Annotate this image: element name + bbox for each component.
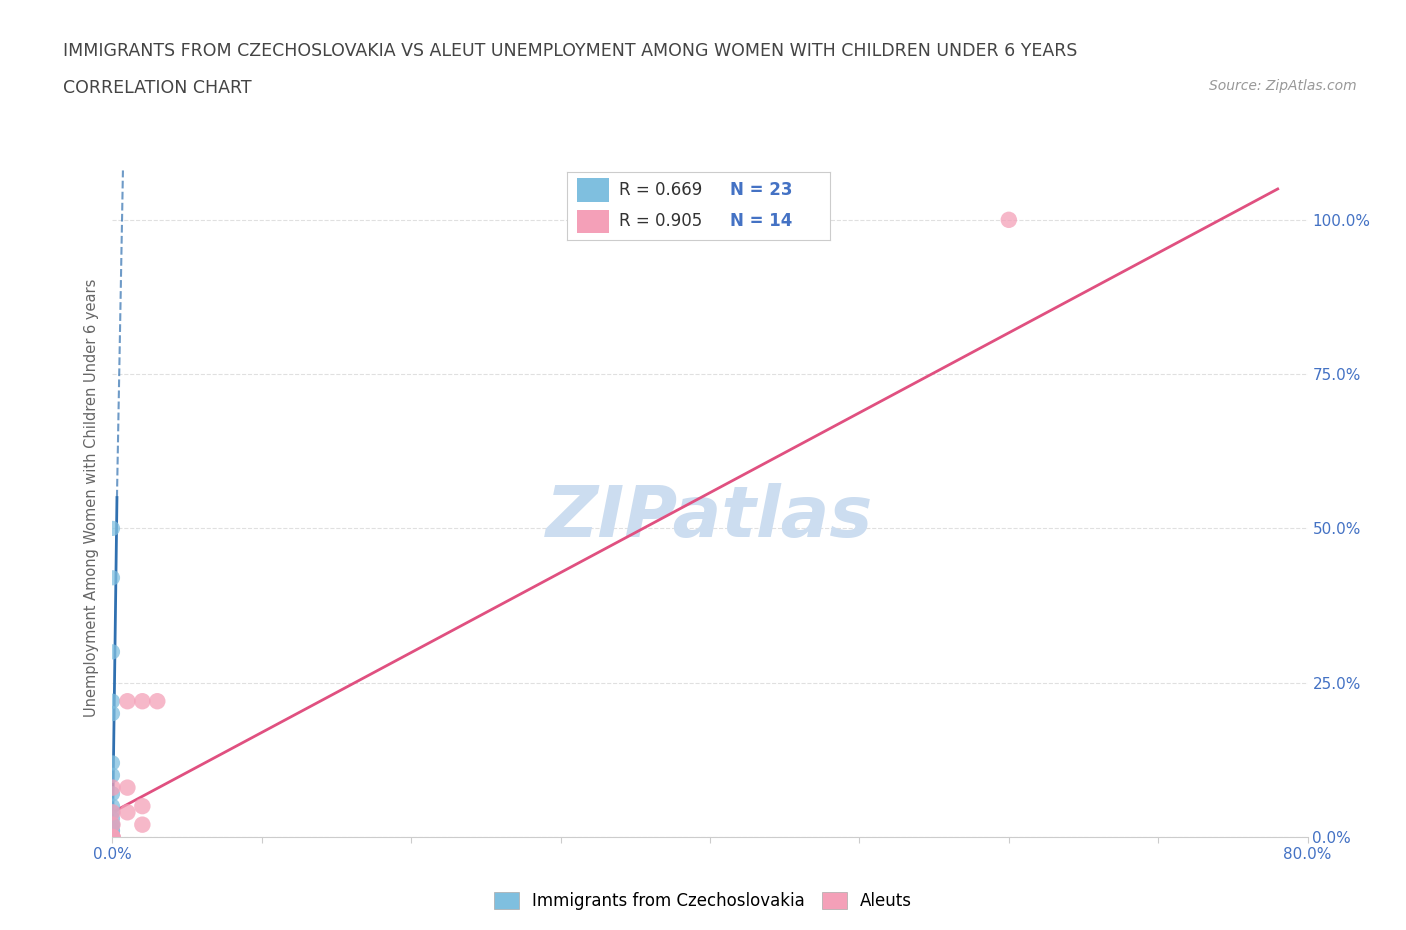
Point — [131, 799, 153, 814]
Point — [101, 830, 124, 844]
Point — [101, 830, 124, 844]
Point — [131, 694, 153, 709]
Point — [131, 817, 153, 832]
Point — [101, 799, 124, 814]
Point — [101, 817, 124, 832]
Text: Source: ZipAtlas.com: Source: ZipAtlas.com — [1209, 79, 1357, 93]
Point — [101, 768, 124, 783]
Point — [101, 694, 124, 709]
Text: IMMIGRANTS FROM CZECHOSLOVAKIA VS ALEUT UNEMPLOYMENT AMONG WOMEN WITH CHILDREN U: IMMIGRANTS FROM CZECHOSLOVAKIA VS ALEUT … — [63, 42, 1077, 60]
Point — [101, 804, 124, 819]
Point — [101, 706, 124, 721]
Point — [101, 817, 124, 832]
Point — [117, 694, 139, 709]
Point — [101, 830, 124, 844]
Point — [101, 804, 124, 819]
Point — [101, 830, 124, 844]
Point — [146, 694, 169, 709]
Point — [101, 830, 124, 844]
Point — [101, 644, 124, 659]
Point — [101, 830, 124, 844]
Point — [101, 811, 124, 826]
Point — [101, 817, 124, 832]
Point — [117, 780, 139, 795]
FancyBboxPatch shape — [576, 209, 609, 232]
Point — [101, 830, 124, 844]
Point — [101, 570, 124, 585]
Y-axis label: Unemployment Among Women with Children Under 6 years: Unemployment Among Women with Children U… — [84, 278, 100, 717]
Point — [101, 755, 124, 770]
Text: ZIPatlas: ZIPatlas — [547, 484, 873, 552]
Text: R = 0.905: R = 0.905 — [619, 211, 703, 230]
Point — [101, 830, 124, 844]
Point — [101, 830, 124, 844]
Point — [101, 780, 124, 795]
Text: CORRELATION CHART: CORRELATION CHART — [63, 79, 252, 97]
Point — [101, 823, 124, 838]
Point — [101, 823, 124, 838]
FancyBboxPatch shape — [576, 179, 609, 202]
Point — [101, 521, 124, 536]
Text: N = 23: N = 23 — [730, 181, 792, 199]
Point — [101, 787, 124, 802]
Point — [117, 804, 139, 819]
Text: R = 0.669: R = 0.669 — [619, 181, 703, 199]
Point — [998, 212, 1021, 227]
Point — [101, 830, 124, 844]
Text: N = 14: N = 14 — [730, 211, 792, 230]
Legend: Immigrants from Czechoslovakia, Aleuts: Immigrants from Czechoslovakia, Aleuts — [488, 885, 918, 917]
Point — [101, 830, 124, 844]
